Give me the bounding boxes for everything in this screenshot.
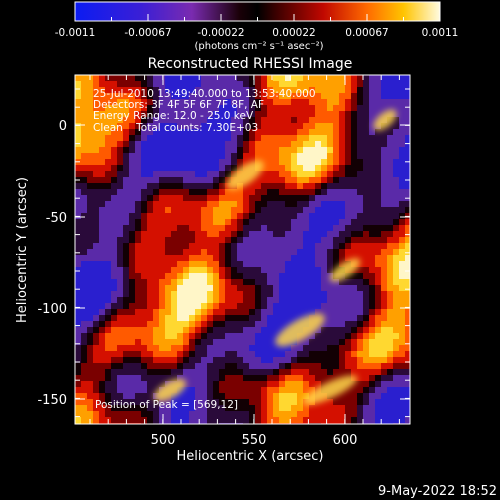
y-tick-label: -150 [37,393,67,408]
colorbar: -0.0011 -0.00067 -0.00022 0.00022 0.0006… [55,1,459,52]
y-tick-label: -50 [46,211,67,226]
info-detectors: Detectors: 3F 4F 5F 6F 7F 8F, AF [93,99,264,111]
plot-title: Reconstructed RHESSI Image [148,56,353,72]
x-tick-label: 600 [333,433,358,448]
image-intensity-blobs [153,109,397,405]
info-energy-range: Energy Range: 12.0 - 25.0 keV [93,110,254,122]
plot-frame [74,74,411,425]
colorbar-tick-label: 0.0011 [422,27,459,39]
x-tick-label: 550 [242,433,267,448]
image-pixel-grid [75,75,410,424]
axis-ticks [75,75,410,424]
colorbar-tick-label: 0.00067 [345,27,388,39]
rhessi-image [75,75,410,424]
x-tick-label: 500 [151,433,176,448]
y-tick-label: -100 [37,302,67,317]
colorbar-tick-label: -0.00067 [124,27,171,39]
timestamp: 9-May-2022 18:52 [378,484,497,499]
colorbar-ticks [74,14,441,21]
y-axis-label: Heliocentric Y (arcsec) [15,177,30,323]
peak-position: Position of Peak = [569,12] [95,399,238,411]
colorbar-units: (photons cm⁻² s⁻¹ asec⁻²) [194,41,323,52]
colorbar-tick-label: -0.00022 [197,27,244,39]
colorbar-tick-label: -0.0011 [55,27,96,39]
info-time-range: 25-Jul-2010 13:49:40.000 to 13:53:40.000 [93,88,316,100]
y-tick-label: 0 [59,119,67,134]
colorbar-tick-label: 0.00022 [272,27,315,39]
info-clean-counts: Clean Total counts: 7.30E+03 [93,122,258,134]
info-overlay: 25-Jul-2010 13:49:40.000 to 13:53:40.000… [93,88,316,134]
x-axis-label: Heliocentric X (arcsec) [177,449,324,464]
